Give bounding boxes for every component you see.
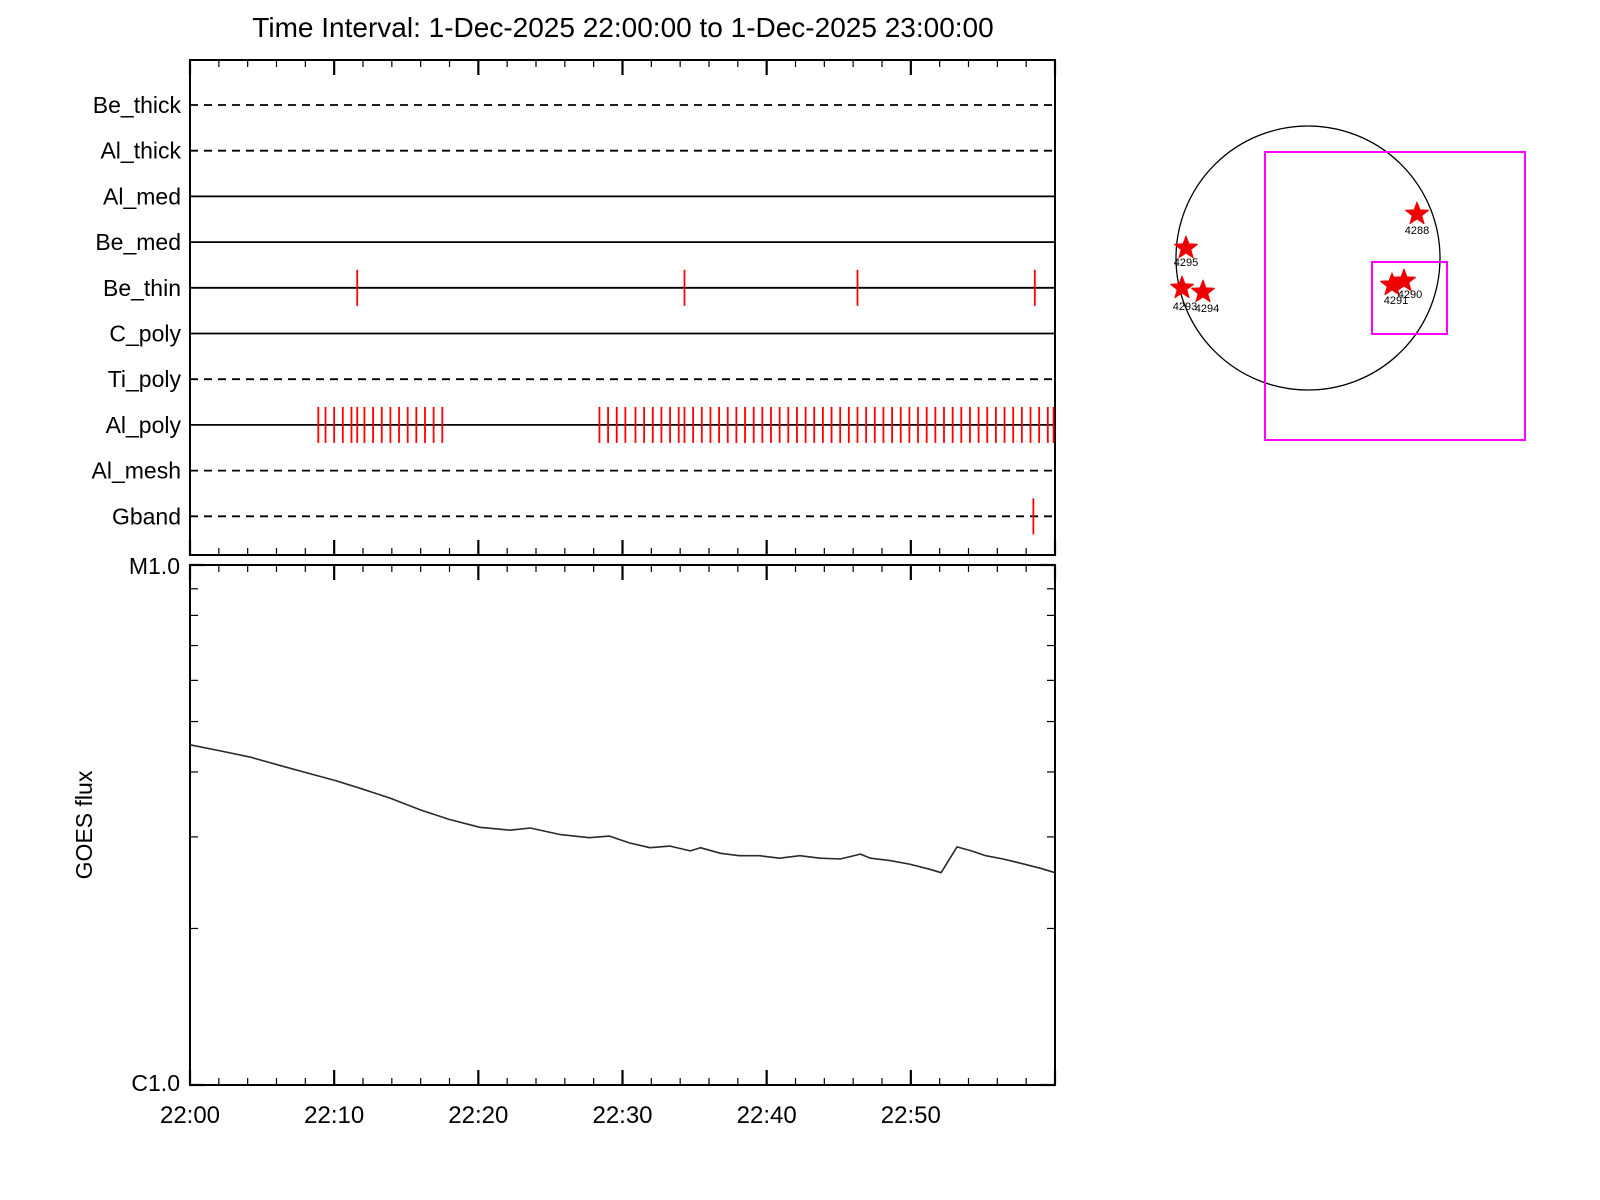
timeline-panel-border [189,59,1056,556]
goes-flux-curve [189,744,1056,874]
goes-xtick-label: 22:30 [592,1102,652,1129]
active-region-star [1405,201,1429,225]
goes-xtick-label: 22:50 [881,1102,941,1129]
active-region-label: 4294 [1195,303,1219,315]
channel-label: Be_thin [103,275,181,301]
wide-fov-box [1264,151,1526,441]
channel-label: Be_thick [93,92,182,118]
active-region-star [1191,279,1215,303]
channel-label: Al_med [103,183,181,209]
channel-label: Be_med [95,229,181,255]
goes-flux-panel: M1.0 C1.0 22:00 22:10 22:20 22:30 22:40 22:50 GO… [71,553,1056,1129]
time-interval-title: Time Interval: 1-Dec-2025 22:00:00 to 1-… [252,12,994,43]
active-region-star [1174,235,1198,259]
active-region-label: 4290 [1398,289,1422,301]
solar-disk [1175,125,1441,391]
goes-xtick-label: 22:40 [737,1102,797,1129]
active-region-label: 4295 [1174,257,1198,269]
channel-label: Al_thick [100,138,181,164]
active-region-label: 4293 [1173,301,1197,313]
channel-label: Al_mesh [92,458,181,484]
target-fov-box [1371,261,1448,335]
filter-timeline-panel: Be_thick Al_thick Al_med Be_med Be_thin C_pol… [92,59,1056,556]
goes-xtick-label: 22:00 [160,1102,220,1129]
channel-label: Ti_poly [108,366,182,392]
active-region-star [1170,275,1194,299]
goes-xtick-label: 22:20 [448,1102,508,1129]
goes-ymin-label: C1.0 [131,1070,180,1096]
channel-label: Al_poly [106,412,182,438]
active-region-label: 4288 [1405,225,1429,237]
active-region-label: 4291 [1384,295,1408,307]
goes-xtick-label: 22:10 [304,1102,364,1129]
channel-label: Gband [112,503,181,529]
goes-ymax-label: M1.0 [129,553,180,579]
goes-ylabel: GOES flux [71,770,97,879]
channel-label: C_poly [109,321,181,347]
active-region-star [1392,268,1416,292]
goes-panel-border [189,564,1056,1086]
